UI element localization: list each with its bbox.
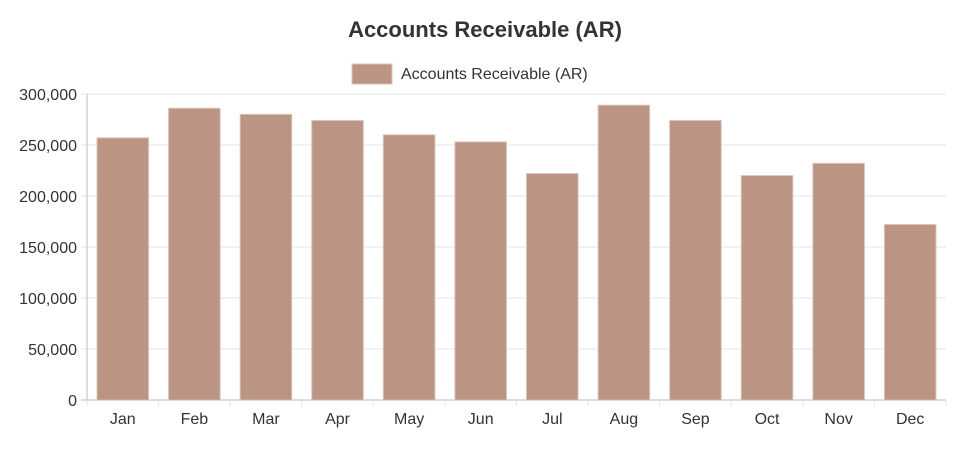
y-tick-label: 0 [68, 393, 77, 410]
x-tick-label-aug: Aug [610, 411, 638, 428]
legend-swatch[interactable] [351, 63, 393, 85]
x-tick-label-jul: Jul [542, 411, 562, 428]
y-tick-label: 200,000 [19, 189, 77, 206]
x-tick-label-apr: Apr [325, 411, 351, 428]
x-tick-label-mar: Mar [252, 411, 280, 428]
bars [96, 104, 937, 401]
x-tick-label-feb: Feb [181, 411, 209, 428]
bar-jan[interactable] [96, 137, 150, 401]
y-tick-label: 150,000 [19, 240, 77, 257]
x-tick-label-dec: Dec [896, 411, 924, 428]
bar-apr[interactable] [311, 120, 364, 401]
bar-nov[interactable] [812, 162, 865, 401]
legend-label[interactable]: Accounts Receivable (AR) [401, 66, 588, 83]
x-tick-label-jan: Jan [110, 411, 136, 428]
bar-mar[interactable] [239, 113, 293, 401]
x-tick-label-jun: Jun [468, 411, 494, 428]
x-tick-label-may: May [394, 411, 424, 428]
y-axis-ticks: 0 50,000 100,000 150,000 200,000 250,000 300,0… [19, 87, 77, 410]
bar-oct[interactable] [740, 175, 794, 401]
chart-title: Accounts Receivable (AR) [348, 17, 622, 42]
bar-jul[interactable] [526, 173, 579, 401]
x-tick-label-oct: Oct [755, 411, 780, 428]
bar-may[interactable] [382, 134, 436, 401]
legend[interactable]: Accounts Receivable (AR) [351, 63, 588, 85]
x-tick-label-nov: Nov [824, 411, 852, 428]
y-tick-label: 100,000 [19, 291, 77, 308]
y-tick-label: 250,000 [19, 138, 77, 155]
y-tick-label: 300,000 [19, 87, 77, 104]
bar-sep[interactable] [669, 120, 722, 401]
axes [81, 94, 946, 401]
bar-feb[interactable] [168, 107, 221, 401]
bar-dec[interactable] [883, 224, 937, 401]
x-axis-ticks: Jan Feb Mar Apr May Jun Jul Aug Sep Oct Nov Dec [86, 400, 947, 428]
x-tick-label-sep: Sep [681, 411, 710, 428]
gridlines [81, 93, 946, 401]
bar-aug[interactable] [597, 104, 651, 401]
bar-jun[interactable] [454, 141, 507, 401]
y-tick-label: 50,000 [28, 342, 77, 359]
